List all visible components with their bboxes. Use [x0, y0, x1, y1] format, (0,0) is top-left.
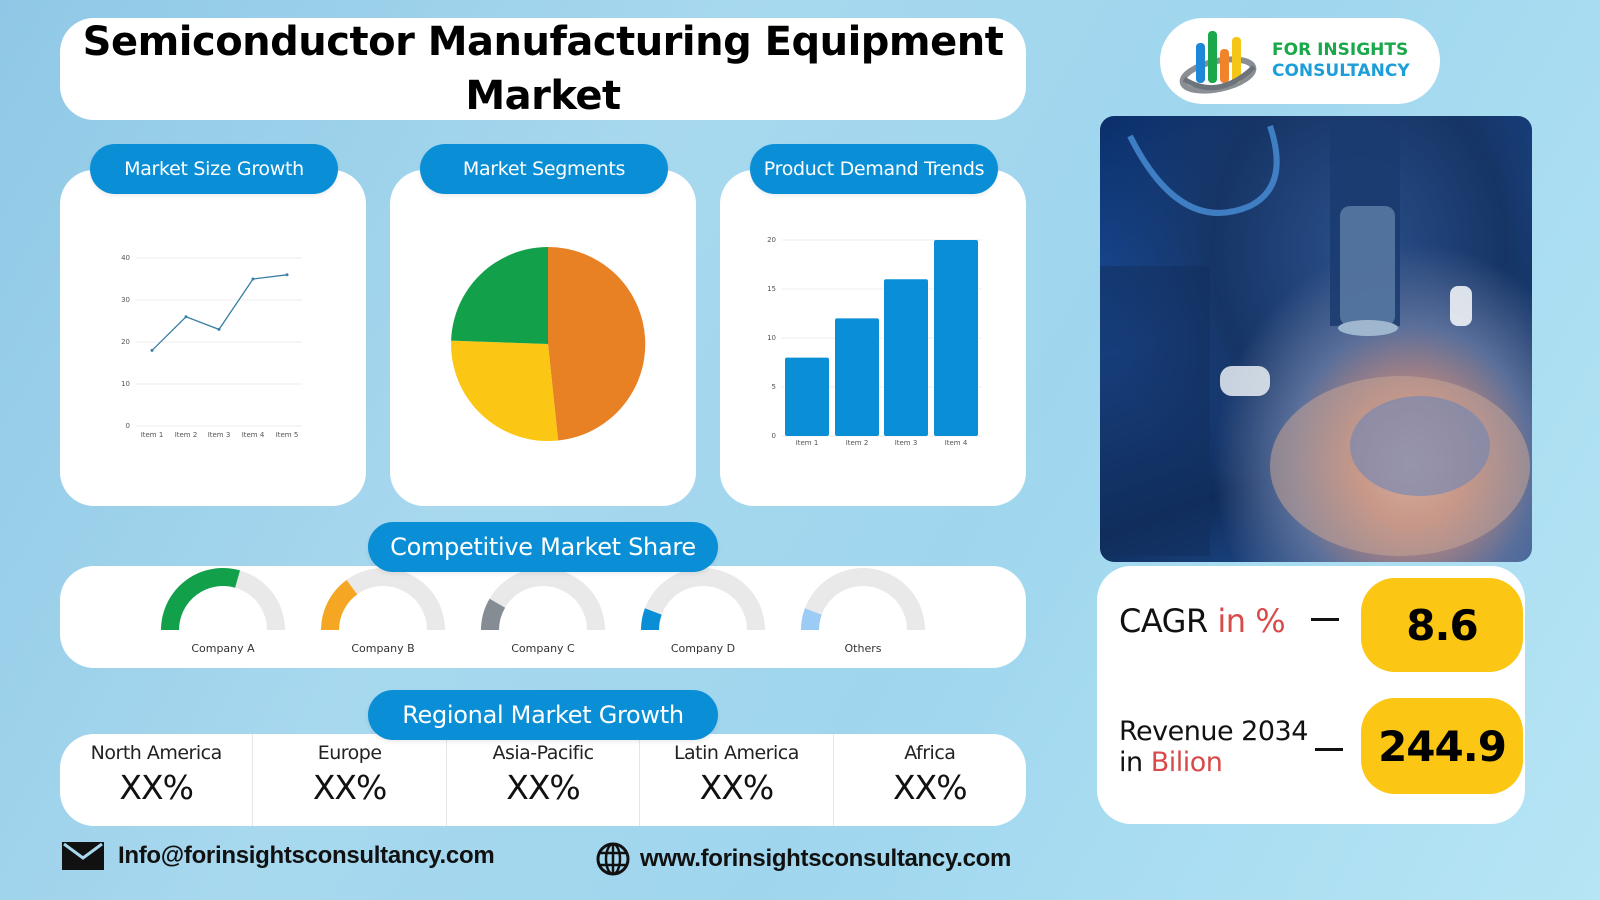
competitive-share-card: Company A Company B Company C Company D … — [60, 566, 1026, 668]
region-europe: Europe XX% — [253, 734, 447, 826]
regional-growth-pill: Regional Market Growth — [368, 690, 718, 740]
svg-text:5: 5 — [772, 383, 776, 391]
revenue-value: 244.9 — [1361, 698, 1523, 794]
logo-line-1: FOR INSIGHTS — [1272, 40, 1409, 60]
region-name: Africa — [904, 742, 956, 764]
pie-chart — [451, 246, 646, 442]
gauge-chart — [641, 568, 765, 630]
gauge-company-c: Company C — [468, 566, 618, 655]
gauge-company-a: Company A — [148, 566, 298, 655]
footer-website[interactable]: www.forinsightsconsultancy.com — [596, 842, 1011, 876]
globe-icon — [596, 842, 630, 876]
footer-email[interactable]: Info@forinsightsconsultancy.com — [62, 842, 495, 870]
product-demand-pill: Product Demand Trends — [750, 144, 998, 194]
title-card: Semiconductor Manufacturing Equipment Ma… — [60, 18, 1026, 120]
cagr-row: CAGR in % — [1119, 602, 1286, 640]
equipment-illustration — [1100, 116, 1530, 556]
svg-text:Item 3: Item 3 — [208, 431, 231, 439]
region-africa: Africa XX% — [834, 734, 1026, 826]
revenue-dash — [1315, 748, 1343, 751]
svg-text:20: 20 — [121, 338, 130, 346]
region-latin-america: Latin America XX% — [640, 734, 834, 826]
market-segments-pill: Market Segments — [420, 144, 668, 194]
svg-text:0: 0 — [126, 422, 130, 430]
company-label: Company B — [351, 642, 415, 655]
svg-text:10: 10 — [121, 380, 130, 388]
company-label: Others — [844, 642, 882, 655]
svg-text:Item 4: Item 4 — [945, 439, 968, 447]
logo-chart-icon — [1179, 31, 1257, 94]
gauge-chart — [321, 568, 445, 630]
region-value: XX% — [119, 768, 194, 807]
revenue-unit: in Bilion — [1119, 747, 1223, 778]
svg-text:Item 3: Item 3 — [895, 439, 918, 447]
revenue-row: Revenue 2034 in Bilion — [1119, 716, 1308, 778]
website-link[interactable]: www.forinsightsconsultancy.com — [640, 845, 1012, 872]
gauge-others: Others — [788, 566, 938, 655]
svg-text:15: 15 — [767, 285, 776, 293]
cagr-value: 8.6 — [1361, 578, 1523, 672]
svg-text:30: 30 — [121, 296, 130, 304]
revenue-label: Revenue 2034 — [1119, 716, 1308, 747]
region-value: XX% — [506, 768, 581, 807]
region-value: XX% — [312, 768, 388, 807]
competitive-share-pill: Competitive Market Share — [368, 522, 718, 572]
region-north-america: North America XX% — [60, 734, 254, 826]
region-name: Latin America — [673, 742, 799, 764]
svg-text:Item 1: Item 1 — [141, 431, 164, 439]
gauge-company-d: Company D — [628, 566, 778, 655]
region-value: XX% — [699, 768, 775, 807]
market-size-growth-pill: Market Size Growth — [90, 144, 338, 194]
svg-text:0: 0 — [772, 432, 776, 440]
logo-text: FOR INSIGHTS CONSULTANCY — [1272, 40, 1410, 82]
company-label: Company D — [670, 642, 736, 655]
market-size-panel: 40 30 20 10 0 Item 1 Item 2 Item 3 Item … — [60, 170, 366, 506]
email-link[interactable]: Info@forinsightsconsultancy.com — [118, 842, 495, 869]
gauge-company-b: Company B — [308, 566, 458, 655]
region-asia-pacific: Asia-Pacific XX% — [447, 734, 641, 826]
svg-text:40: 40 — [121, 254, 130, 262]
svg-text:Item 2: Item 2 — [175, 431, 198, 439]
gauge-chart — [481, 568, 605, 630]
svg-text:20: 20 — [767, 236, 776, 244]
region-value: XX% — [893, 768, 968, 807]
region-name: North America — [90, 742, 223, 764]
cagr-label: CAGR in % — [1119, 602, 1286, 640]
line-chart: 40 30 20 10 0 Item 1 Item 2 Item 3 Item … — [121, 254, 302, 439]
cagr-dash — [1311, 618, 1339, 621]
svg-text:Item 5: Item 5 — [276, 431, 299, 439]
bar-chart: 20 15 10 5 0 Item 1 Item 2 Item 3 Item 4 — [767, 236, 982, 447]
market-segments-panel — [390, 170, 696, 506]
logo-line-2: CONSULTANCY — [1272, 61, 1410, 81]
semiconductor-equipment-photo — [1100, 116, 1532, 562]
regional-growth-card: North America XX% Europe XX% Asia-Pacifi… — [60, 734, 1026, 826]
company-label: Company A — [191, 642, 255, 655]
product-demand-panel: 20 15 10 5 0 Item 1 Item 2 Item 3 Item 4 — [720, 170, 1026, 506]
mail-icon — [62, 842, 104, 870]
svg-text:Item 4: Item 4 — [242, 431, 265, 439]
page-title: Semiconductor Manufacturing Equipment Ma… — [82, 19, 1004, 119]
svg-text:10: 10 — [767, 334, 776, 342]
region-name: Asia-Pacific — [492, 742, 594, 764]
gauge-chart — [801, 568, 925, 630]
gauge-chart — [161, 568, 285, 630]
company-label: Company C — [511, 642, 575, 655]
logo: FOR INSIGHTS CONSULTANCY — [1160, 18, 1440, 104]
svg-text:Item 1: Item 1 — [796, 439, 819, 447]
kpi-card: CAGR in % 8.6 Revenue 2034 in Bilion 244… — [1097, 566, 1525, 824]
region-name: Europe — [317, 742, 382, 764]
svg-text:Item 2: Item 2 — [846, 439, 869, 447]
